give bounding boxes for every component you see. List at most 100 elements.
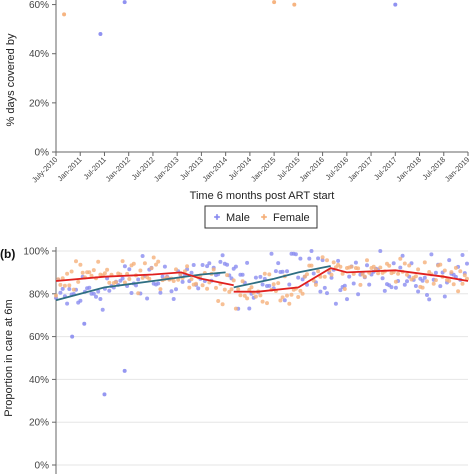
panel-b-point-female bbox=[182, 269, 187, 274]
panel-b-point-male bbox=[282, 298, 287, 303]
panel-b-point-male bbox=[260, 282, 265, 287]
panel-b-trend-line-male bbox=[233, 265, 331, 289]
panel-b-point-male bbox=[429, 252, 434, 257]
panel-b-point-male bbox=[389, 285, 394, 290]
panel-b-outlier-point bbox=[122, 368, 127, 373]
panel-b-y-tick-label: 40% bbox=[29, 375, 49, 386]
panel-b-point-female bbox=[214, 285, 218, 290]
panel-b-point-male bbox=[96, 289, 101, 294]
panel-b-point-male bbox=[129, 291, 134, 295]
panel-b-point-female bbox=[65, 271, 70, 276]
panel-b-point-female bbox=[296, 295, 301, 299]
panel-b-point-female bbox=[398, 256, 403, 261]
panel-b: (b) 0% 20% 40% 60% 80% 100% Proportion in car… bbox=[0, 247, 469, 474]
panel-b-point-male bbox=[191, 263, 196, 267]
panel-b-point-female bbox=[62, 283, 67, 288]
panel-b-point-male bbox=[322, 285, 327, 290]
panel-b-point-male bbox=[316, 256, 321, 261]
panel-b-point-female bbox=[76, 279, 81, 284]
panel-b-point-male bbox=[200, 263, 205, 267]
panel-b-point-female bbox=[325, 258, 329, 263]
panel-b-trend-line-female bbox=[233, 267, 469, 293]
panel-b-point-male bbox=[320, 258, 325, 263]
panel-b-point-male bbox=[162, 264, 167, 269]
panel-b-point-male bbox=[169, 289, 174, 294]
panel-b-point-male bbox=[285, 269, 289, 274]
panel-a-point-male bbox=[98, 32, 103, 37]
panel-b-point-female bbox=[305, 272, 309, 277]
panel-b-point-female bbox=[376, 271, 381, 276]
panel-b-point-male bbox=[367, 282, 372, 287]
panel-b-point-female bbox=[58, 282, 63, 287]
panel-b-point-female bbox=[365, 258, 369, 263]
panel-b-point-male bbox=[442, 294, 447, 299]
panel-b-point-female bbox=[465, 276, 469, 281]
panel-b-point-female bbox=[278, 298, 283, 303]
panel-b-point-male bbox=[318, 289, 323, 294]
panel-b-point-female bbox=[420, 285, 425, 290]
panel-b-point-male bbox=[91, 291, 96, 296]
panel-b-point-male bbox=[218, 259, 223, 264]
panel-b-point-female bbox=[449, 270, 454, 275]
panel-b-point-male bbox=[347, 274, 352, 279]
panel-b-point-female bbox=[71, 287, 76, 292]
panel-b-point-male bbox=[405, 279, 409, 284]
legend: Male Female bbox=[204, 205, 318, 229]
panel-b-point-female bbox=[438, 262, 443, 267]
panel-a-x-axis-title: Time 6 months post ART start bbox=[190, 190, 335, 202]
panel-a-y-axis: 0% 20% 40% 60% bbox=[29, 0, 57, 159]
panel-b-point-female bbox=[456, 289, 461, 294]
panel-b-point-female bbox=[460, 281, 465, 286]
panel-b-point-male bbox=[134, 283, 138, 288]
panel-b-point-female bbox=[54, 293, 58, 298]
panel-b-point-female bbox=[285, 293, 289, 298]
panel-b-point-male bbox=[447, 258, 452, 263]
panel-b-point-female bbox=[453, 265, 458, 270]
panel-a-y-tick-label: 40% bbox=[29, 49, 49, 60]
panel-b-point-male bbox=[311, 271, 316, 276]
panel-b-point-female bbox=[91, 268, 96, 273]
panel-b-point-male bbox=[309, 249, 314, 253]
panel-b-point-female bbox=[340, 271, 345, 276]
panel-b-trend-line-male bbox=[55, 271, 226, 302]
panel-b-point-male bbox=[287, 282, 292, 287]
panel-b-point-female bbox=[271, 282, 276, 287]
panel-b-point-male bbox=[245, 260, 250, 265]
panel-b-point-female bbox=[231, 278, 236, 283]
panel-b-point-male bbox=[398, 265, 403, 270]
panel-b-point-female bbox=[320, 255, 325, 260]
panel-b-point-female bbox=[96, 259, 101, 264]
panel-b-point-male bbox=[100, 307, 105, 312]
panel-b-point-female bbox=[322, 274, 327, 279]
panel-b-y-axis: 0% 20% 40% 60% 80% 100% bbox=[23, 247, 468, 474]
panel-b-point-female bbox=[67, 283, 72, 288]
panel-b-point-female bbox=[211, 267, 216, 272]
panel-b-y-tick-label: 20% bbox=[29, 418, 49, 429]
panel-b-point-female bbox=[393, 279, 398, 284]
panel-b-point-female bbox=[378, 265, 383, 270]
panel-b-point-female bbox=[60, 276, 65, 281]
panel-b-point-female bbox=[425, 279, 429, 284]
panel-b-point-female bbox=[158, 287, 163, 292]
panel-b-point-male bbox=[174, 287, 178, 292]
panel-b-point-male bbox=[342, 283, 347, 288]
panel-b-point-male bbox=[325, 291, 329, 296]
panel-b-point-female bbox=[127, 277, 132, 281]
panel-b-point-female bbox=[298, 288, 303, 293]
panel-b-point-male bbox=[413, 284, 418, 288]
panel-a-y-tick-label: 0% bbox=[35, 148, 50, 159]
panel-b-point-male bbox=[276, 261, 281, 266]
panel-b-point-female bbox=[80, 270, 85, 275]
panel-b-point-female bbox=[253, 294, 258, 299]
panel-b-point-male bbox=[140, 254, 145, 258]
panel-b-point-male bbox=[207, 261, 212, 266]
panel-b-point-female bbox=[227, 289, 232, 294]
panel-b-point-female bbox=[140, 275, 145, 280]
panel-b-point-male bbox=[393, 285, 398, 290]
panel-b-point-female bbox=[136, 291, 141, 296]
panel-b-outlier-point bbox=[70, 334, 75, 339]
panel-b-point-female bbox=[358, 282, 363, 287]
panel-b-point-male bbox=[273, 269, 278, 274]
panel-b-point-female bbox=[102, 271, 107, 276]
panel-b-point-female bbox=[142, 261, 147, 266]
